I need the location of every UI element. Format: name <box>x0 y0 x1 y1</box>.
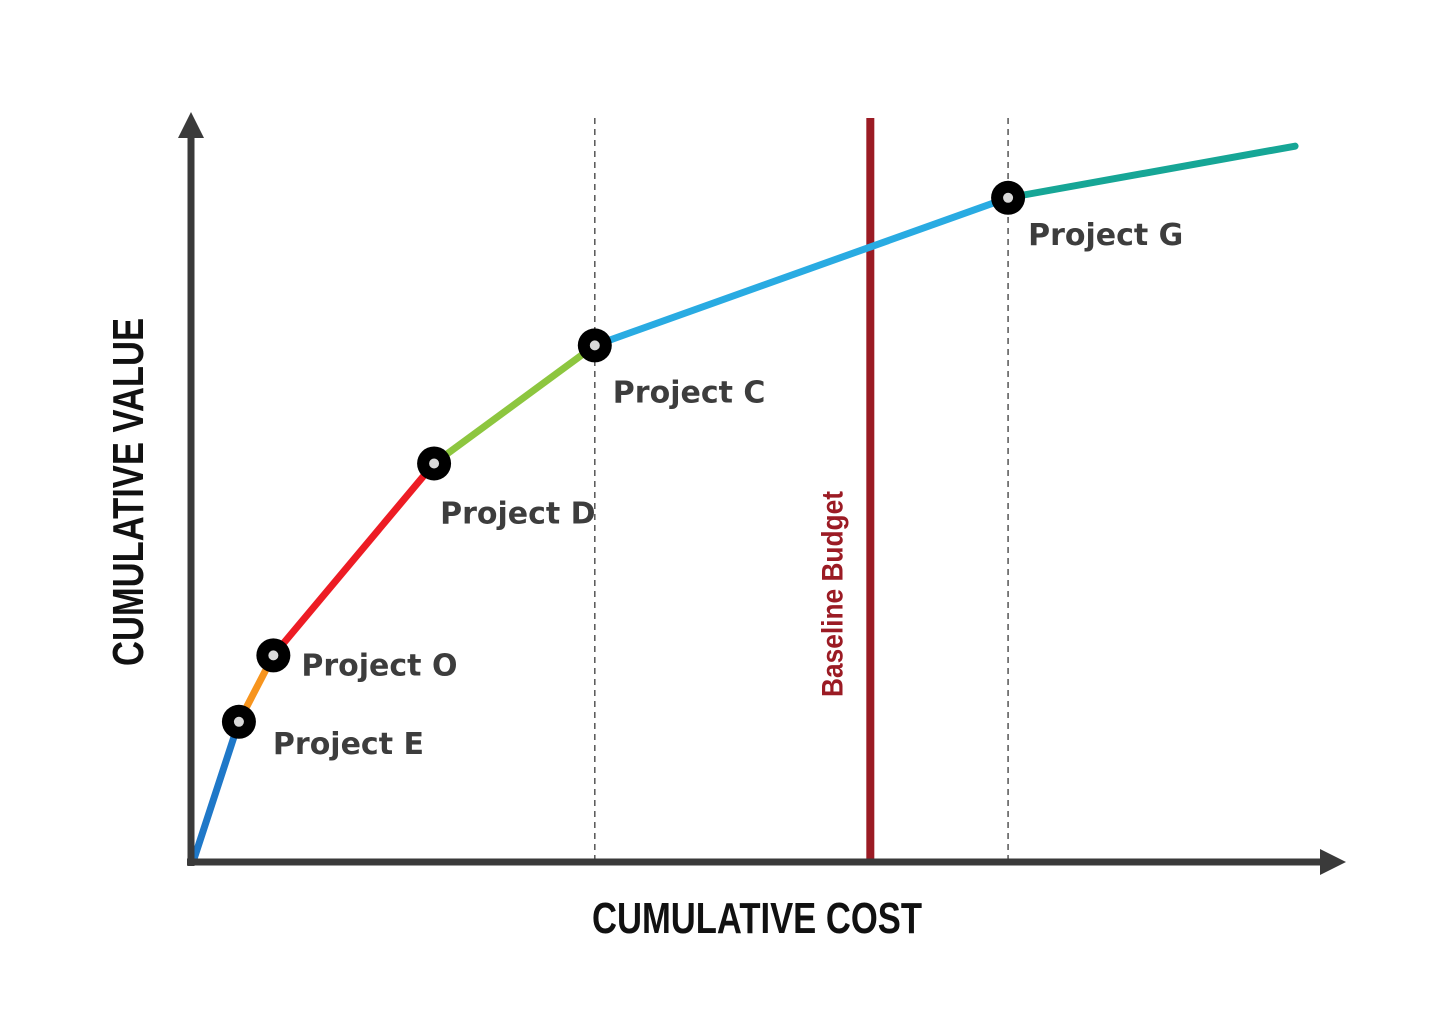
x-axis-arrow <box>1320 849 1346 875</box>
reference-lines: Baseline Budget <box>816 118 875 862</box>
baseline-budget-label: Baseline Budget <box>816 491 849 697</box>
y-axis-arrow <box>178 112 204 138</box>
curve-segment <box>269 459 438 659</box>
project-d-label: Project D <box>440 496 595 531</box>
project-g-marker <box>991 180 1026 215</box>
project-e-label: Project E <box>273 727 424 762</box>
project-g-label: Project G <box>1028 218 1183 253</box>
curve-segment <box>591 194 1012 349</box>
project-d-marker <box>417 446 452 481</box>
axes <box>178 112 1346 875</box>
curve-segment <box>189 718 243 866</box>
project-e-marker <box>221 704 256 739</box>
project-c-marker <box>577 328 612 363</box>
project-o-label: Project O <box>301 648 457 683</box>
y-axis-label: CUMULATIVE VALUE <box>104 318 153 666</box>
project-o-marker <box>256 638 291 673</box>
dashed-guides <box>594 118 1009 862</box>
point-markers <box>221 180 1026 739</box>
value-curve <box>189 142 1299 866</box>
x-axis-label: CUMULATIVE COST <box>592 894 922 943</box>
project-c-label: Project C <box>613 375 766 410</box>
curve-segment <box>430 341 599 467</box>
point-labels: Project E Project O Project D Project C Proj… <box>273 218 1183 762</box>
curve-segment <box>1004 142 1299 202</box>
